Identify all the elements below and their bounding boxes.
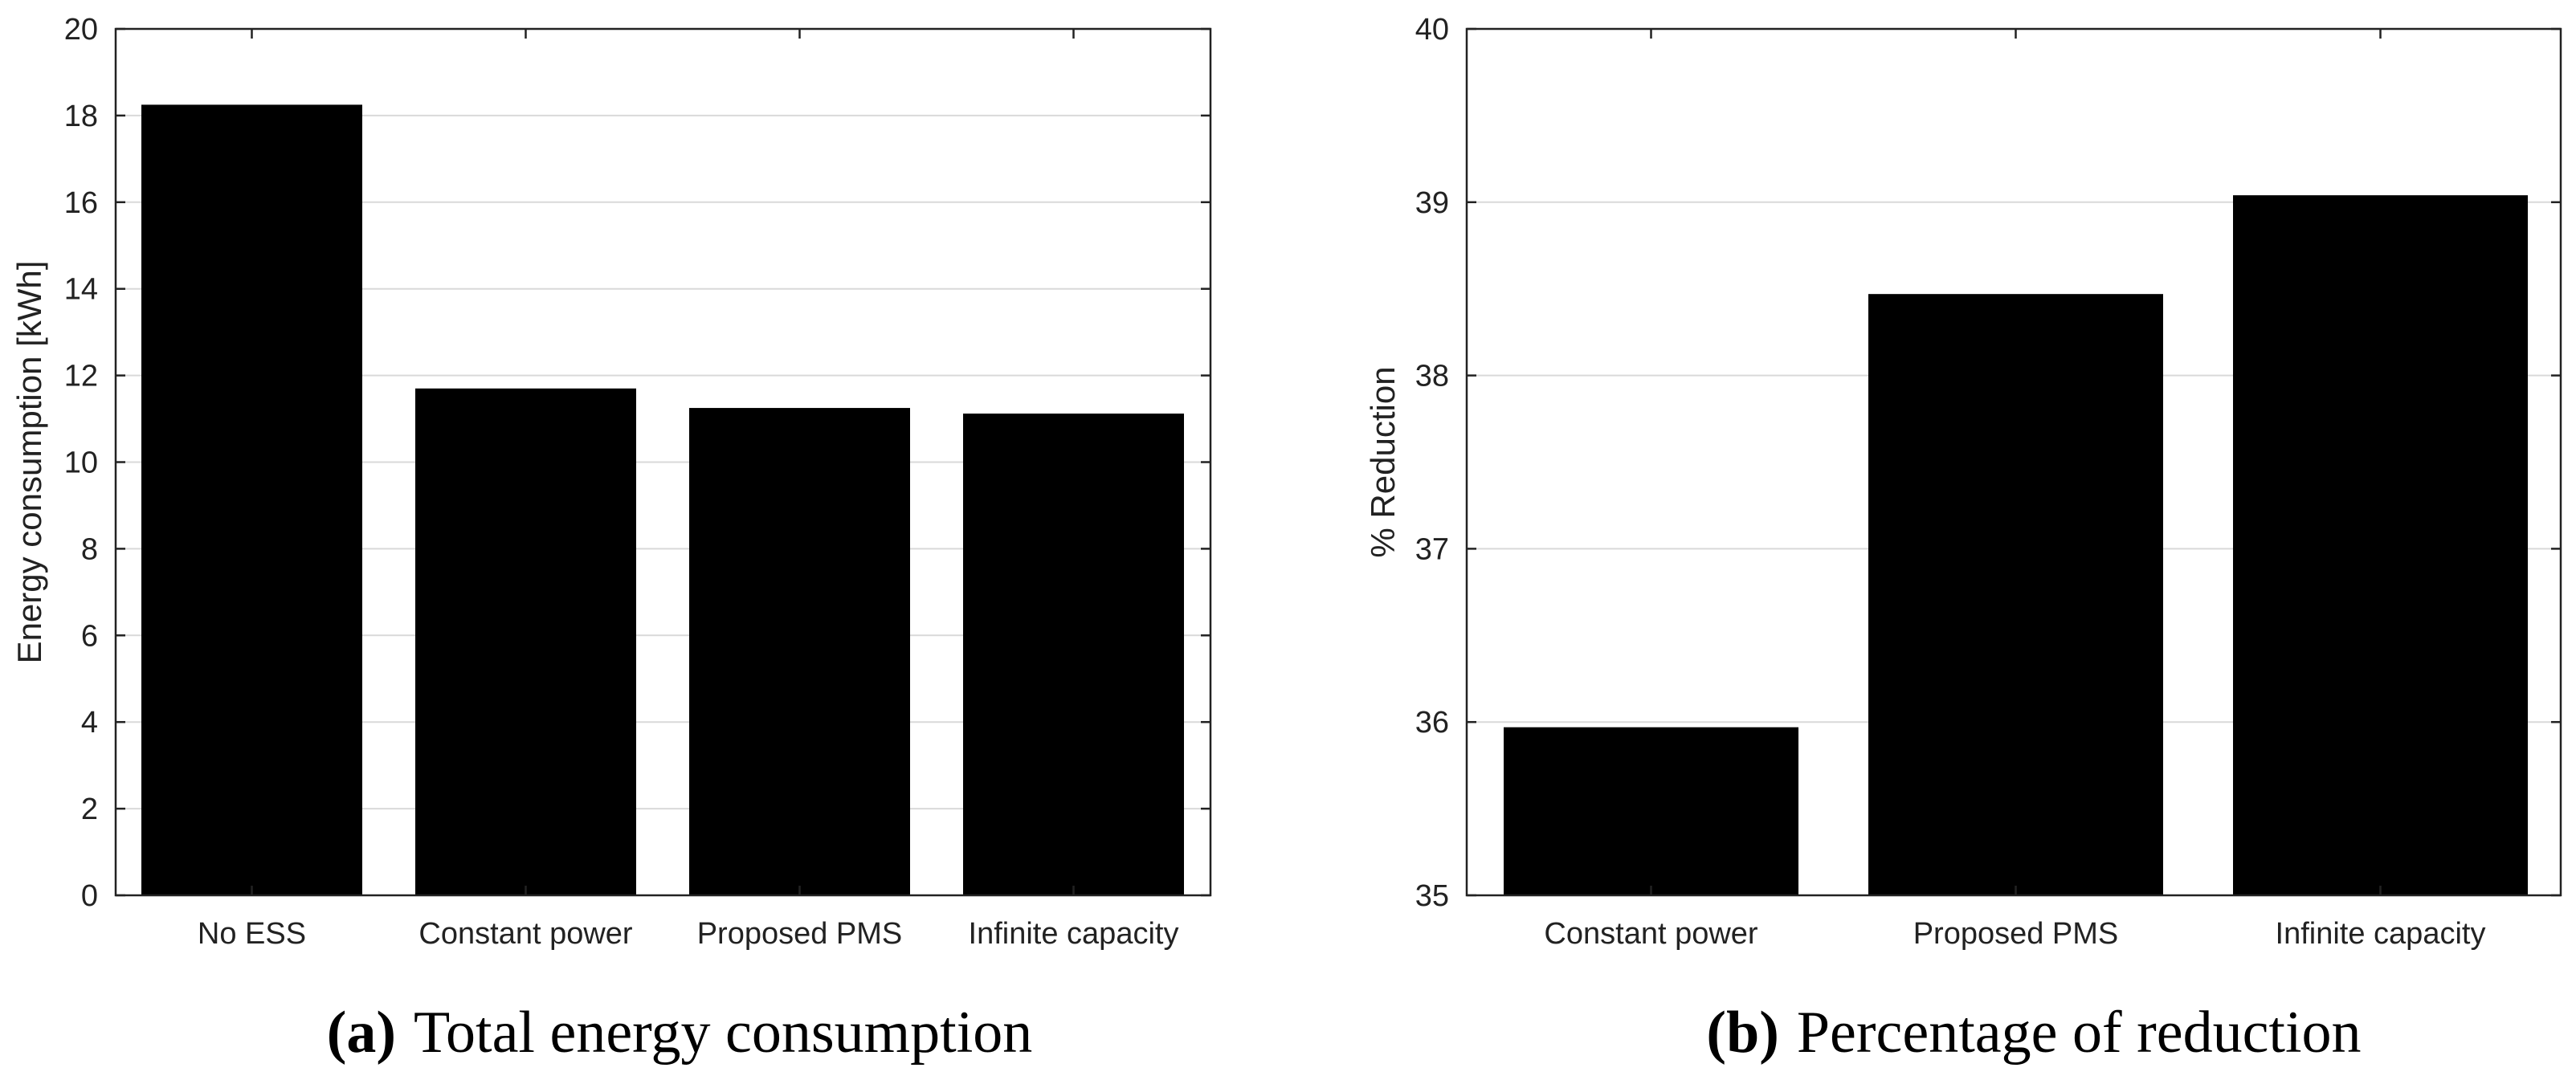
chart-a-bar-2 [689,408,910,895]
chart-a-x-tick-label: Infinite capacity [969,917,1179,951]
chart-a-bars [141,104,1184,896]
chart-b-bars [1504,195,2528,896]
chart-a-y-tick-label: 4 [81,706,98,740]
chart-a-y-tick-label: 20 [64,13,98,47]
chart-b-x-tick-label: Constant power [1544,917,1757,951]
chart-b-caption: (b) Percentage of reduction [1706,1000,2361,1066]
chart-a-y-tick-label: 0 [81,879,98,913]
chart-a-y-tick-label: 8 [81,532,98,566]
chart-b-y-tick-label: 38 [1415,360,1449,393]
chart-b-plot-frame [1465,27,2562,897]
chart-b-x-tick-label: Infinite capacity [2276,917,2486,951]
chart-a-y-tick-label: 2 [81,793,98,826]
chart-a: 0 2 4 6 8 10 12 14 16 18 20 No ESS Constant power Pro… [10,13,1212,1066]
chart-b-y-tick-label: 35 [1415,879,1449,913]
chart-b-y-tick-label: 40 [1415,13,1449,47]
chart-a-y-tick-label: 18 [64,100,98,133]
chart-b-bar-2 [2233,195,2528,896]
chart-a-bar-0 [141,104,362,896]
chart-a-y-tick-label: 12 [64,360,98,393]
chart-a-y-tick-label: 6 [81,619,98,653]
chart-a-y-tick-label: 16 [64,186,98,220]
chart-a-ticks: 0 2 4 6 8 10 12 14 16 18 20 No ESS Constant power Pro… [64,13,1210,951]
chart-b-y-axis-label: % Reduction [1364,366,1402,557]
chart-a-x-tick-label: No ESS [198,917,306,951]
chart-a-y-tick-label: 10 [64,446,98,480]
chart-a-x-tick-label: Constant power [418,917,632,951]
chart-b-y-tick-label: 37 [1415,532,1449,566]
chart-a-y-tick-label: 14 [64,273,98,307]
chart-a-caption-text: Total energy consumption [414,1000,1032,1066]
chart-b-y-tick-label: 36 [1415,706,1449,740]
chart-a-y-axis-label: Energy consumption [kWh] [10,261,48,664]
chart-b-bar-1 [1868,294,2163,895]
chart-a-bar-1 [415,388,636,895]
chart-b-ticks: 35 36 37 38 39 40 Constant power Proposed PMS In… [1415,13,2561,951]
chart-a-x-tick-label: Proposed PMS [697,917,903,951]
chart-b-caption-text: Percentage of reduction [1797,1000,2362,1066]
chart-b-y-tick-label: 39 [1415,186,1449,220]
chart-b-bar-0 [1504,727,1798,895]
chart-a-caption: (a) Total energy consumption [327,1000,1033,1066]
chart-b-caption-tag: (b) [1706,1000,1778,1066]
chart-a-caption-tag: (a) [327,1000,396,1066]
chart-b-x-tick-label: Proposed PMS [1913,917,2119,951]
chart-a-bar-3 [963,414,1184,895]
chart-b: 35 36 37 38 39 40 Constant power Proposed PMS In… [1364,13,2562,1066]
